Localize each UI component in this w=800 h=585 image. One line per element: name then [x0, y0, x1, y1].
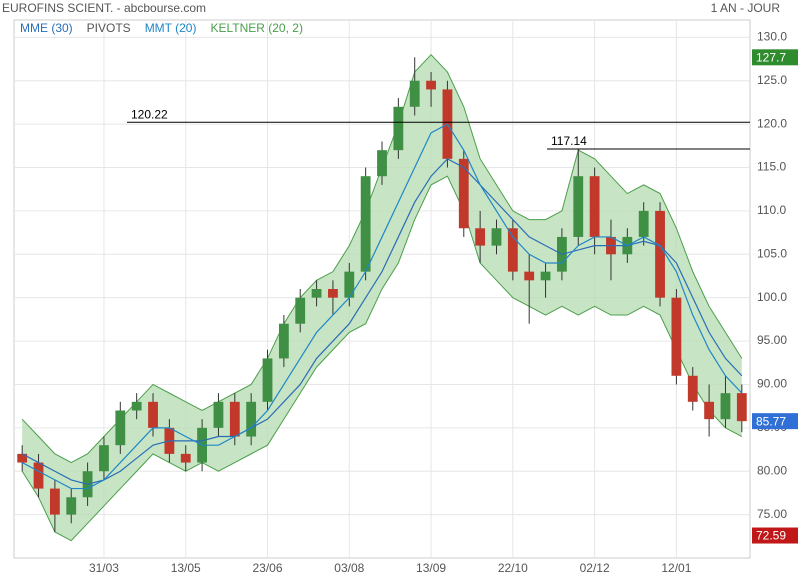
candle-body [589, 176, 600, 237]
candle-body [720, 393, 731, 420]
y-tick-label: 80.00 [757, 463, 787, 477]
ma-line [21, 123, 743, 490]
candle-body [540, 271, 551, 281]
y-tick-label: 120.0 [757, 116, 787, 130]
candle-body [393, 106, 404, 151]
legend-entry: MMT (20) [145, 21, 197, 35]
candle-body [115, 410, 126, 446]
ma-line [21, 158, 743, 485]
candle-body [360, 176, 371, 272]
candle-body [49, 488, 60, 515]
x-tick-label: 03/08 [334, 561, 364, 575]
candle-body [704, 401, 715, 420]
x-tick-label: 23/06 [252, 561, 282, 575]
candle-body [458, 158, 469, 229]
candle-body [377, 150, 387, 177]
y-tick-label: 105.0 [757, 246, 787, 260]
candle-body [573, 176, 584, 237]
candle-body [409, 80, 420, 107]
price-badge-label: 127.7 [756, 50, 786, 64]
price-badge [752, 49, 798, 66]
x-tick-label: 22/10 [498, 561, 528, 575]
x-tick-label: 13/09 [416, 561, 446, 575]
candle-body [311, 289, 322, 298]
keltner-line [21, 175, 743, 542]
legend-entry: PIVOTS [87, 21, 131, 35]
candle-body [507, 228, 518, 272]
y-tick-label: 90.00 [757, 377, 787, 391]
legend-entry: KELTNER (20, 2) [210, 21, 302, 35]
price-badge-label: 85.77 [756, 414, 786, 428]
x-tick-label: 13/05 [171, 561, 201, 575]
candle-body [687, 375, 698, 402]
chart-title: EUROFINS SCIENT. - abcbourse.com [2, 1, 206, 15]
pivot-label: 120.22 [131, 107, 168, 121]
plot-frame [13, 19, 751, 559]
candle-body [736, 393, 747, 422]
candle-body [328, 289, 338, 298]
candle-body [66, 497, 77, 515]
candle-body [180, 453, 191, 463]
candle-body [655, 210, 665, 298]
y-tick-label: 110.0 [757, 203, 786, 217]
candle-body [148, 401, 158, 428]
y-tick-label: 130.0 [757, 30, 787, 44]
period: 1 AN - JOUR [711, 1, 781, 15]
x-tick-label: 02/12 [580, 561, 610, 575]
candle-body [295, 297, 306, 324]
candle-body [17, 453, 28, 463]
y-tick-label: 95.00 [757, 333, 787, 347]
pivot-label: 117.14 [551, 134, 587, 148]
candle-body [671, 297, 682, 376]
x-tick-label: 12/01 [661, 561, 691, 575]
candle-body [246, 401, 257, 437]
candle-body [638, 210, 649, 237]
candle-body [213, 401, 224, 428]
candle-body [262, 358, 273, 402]
y-tick-label: 75.00 [757, 507, 787, 521]
y-tick-label: 125.0 [757, 73, 787, 87]
legend-entry: MME (30) [20, 21, 73, 35]
y-tick-label: 100.0 [757, 290, 787, 304]
price-badge [752, 527, 798, 544]
x-tick-label: 31/03 [89, 561, 119, 575]
candle-body [344, 271, 355, 298]
candle-body [229, 401, 240, 437]
candle-body [426, 80, 436, 90]
y-tick-label: 115.0 [757, 160, 786, 174]
candle-body [99, 445, 109, 472]
candle-body [524, 271, 535, 281]
price-badge-label: 72.59 [756, 529, 786, 543]
candle-body [491, 228, 502, 246]
candle-body [131, 401, 142, 411]
candle-body [475, 228, 486, 246]
candle-body [33, 462, 44, 489]
candle-body [278, 323, 289, 359]
price-badge [752, 413, 798, 430]
keltner-band [22, 54, 742, 541]
